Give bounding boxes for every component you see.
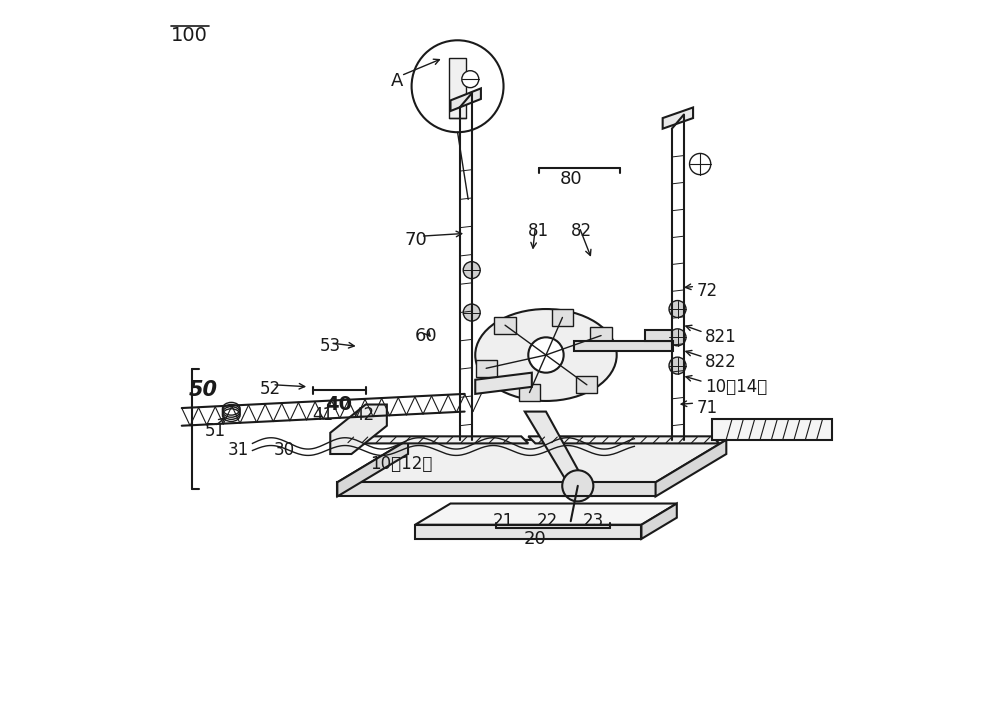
Text: 41: 41: [313, 406, 334, 424]
Text: 31: 31: [228, 442, 249, 459]
Text: 22: 22: [537, 512, 558, 530]
Circle shape: [669, 357, 686, 374]
Circle shape: [669, 300, 686, 317]
Circle shape: [669, 329, 686, 346]
Polygon shape: [337, 482, 656, 496]
Polygon shape: [337, 440, 726, 482]
Text: 21: 21: [493, 512, 514, 530]
Circle shape: [562, 470, 593, 501]
Text: 10（14）: 10（14）: [705, 378, 767, 395]
Text: 100: 100: [171, 26, 208, 45]
Text: 60: 60: [415, 327, 438, 345]
Text: 42: 42: [353, 406, 374, 424]
Circle shape: [690, 153, 711, 175]
Polygon shape: [450, 88, 481, 111]
Text: 80: 80: [559, 170, 582, 187]
Text: 822: 822: [705, 353, 737, 371]
Bar: [449, 58, 466, 118]
Polygon shape: [475, 373, 532, 394]
Text: 30: 30: [274, 442, 295, 459]
Text: 50: 50: [189, 380, 218, 400]
Polygon shape: [712, 419, 832, 440]
Text: 51: 51: [204, 422, 226, 440]
Bar: [519, 384, 540, 401]
Text: 23: 23: [583, 512, 604, 530]
Text: A: A: [390, 72, 403, 90]
Polygon shape: [528, 437, 719, 444]
Circle shape: [412, 40, 504, 132]
Text: 52: 52: [260, 380, 281, 398]
Polygon shape: [656, 440, 726, 496]
Text: 10（12）: 10（12）: [370, 455, 432, 474]
Polygon shape: [574, 341, 673, 351]
Text: 53: 53: [320, 337, 341, 355]
Ellipse shape: [475, 309, 617, 401]
Text: 40: 40: [325, 395, 352, 415]
Circle shape: [463, 262, 480, 278]
Polygon shape: [663, 107, 693, 129]
Text: 72: 72: [697, 282, 718, 300]
Text: 70: 70: [405, 231, 427, 249]
Polygon shape: [337, 437, 528, 444]
Text: 71: 71: [697, 399, 718, 417]
Text: 82: 82: [571, 222, 592, 240]
Polygon shape: [525, 412, 585, 482]
Text: 81: 81: [528, 222, 549, 240]
Polygon shape: [337, 440, 408, 496]
Text: 821: 821: [705, 328, 737, 346]
Polygon shape: [415, 525, 641, 539]
Polygon shape: [641, 503, 677, 539]
Polygon shape: [415, 503, 677, 525]
Bar: [494, 317, 516, 334]
Bar: [576, 376, 597, 393]
Circle shape: [528, 337, 564, 373]
Polygon shape: [330, 405, 387, 454]
Circle shape: [463, 304, 480, 321]
Bar: [552, 309, 573, 326]
Polygon shape: [645, 330, 672, 341]
Circle shape: [462, 71, 479, 87]
Bar: [590, 327, 612, 344]
Text: 20: 20: [524, 530, 547, 548]
Bar: [476, 360, 497, 377]
